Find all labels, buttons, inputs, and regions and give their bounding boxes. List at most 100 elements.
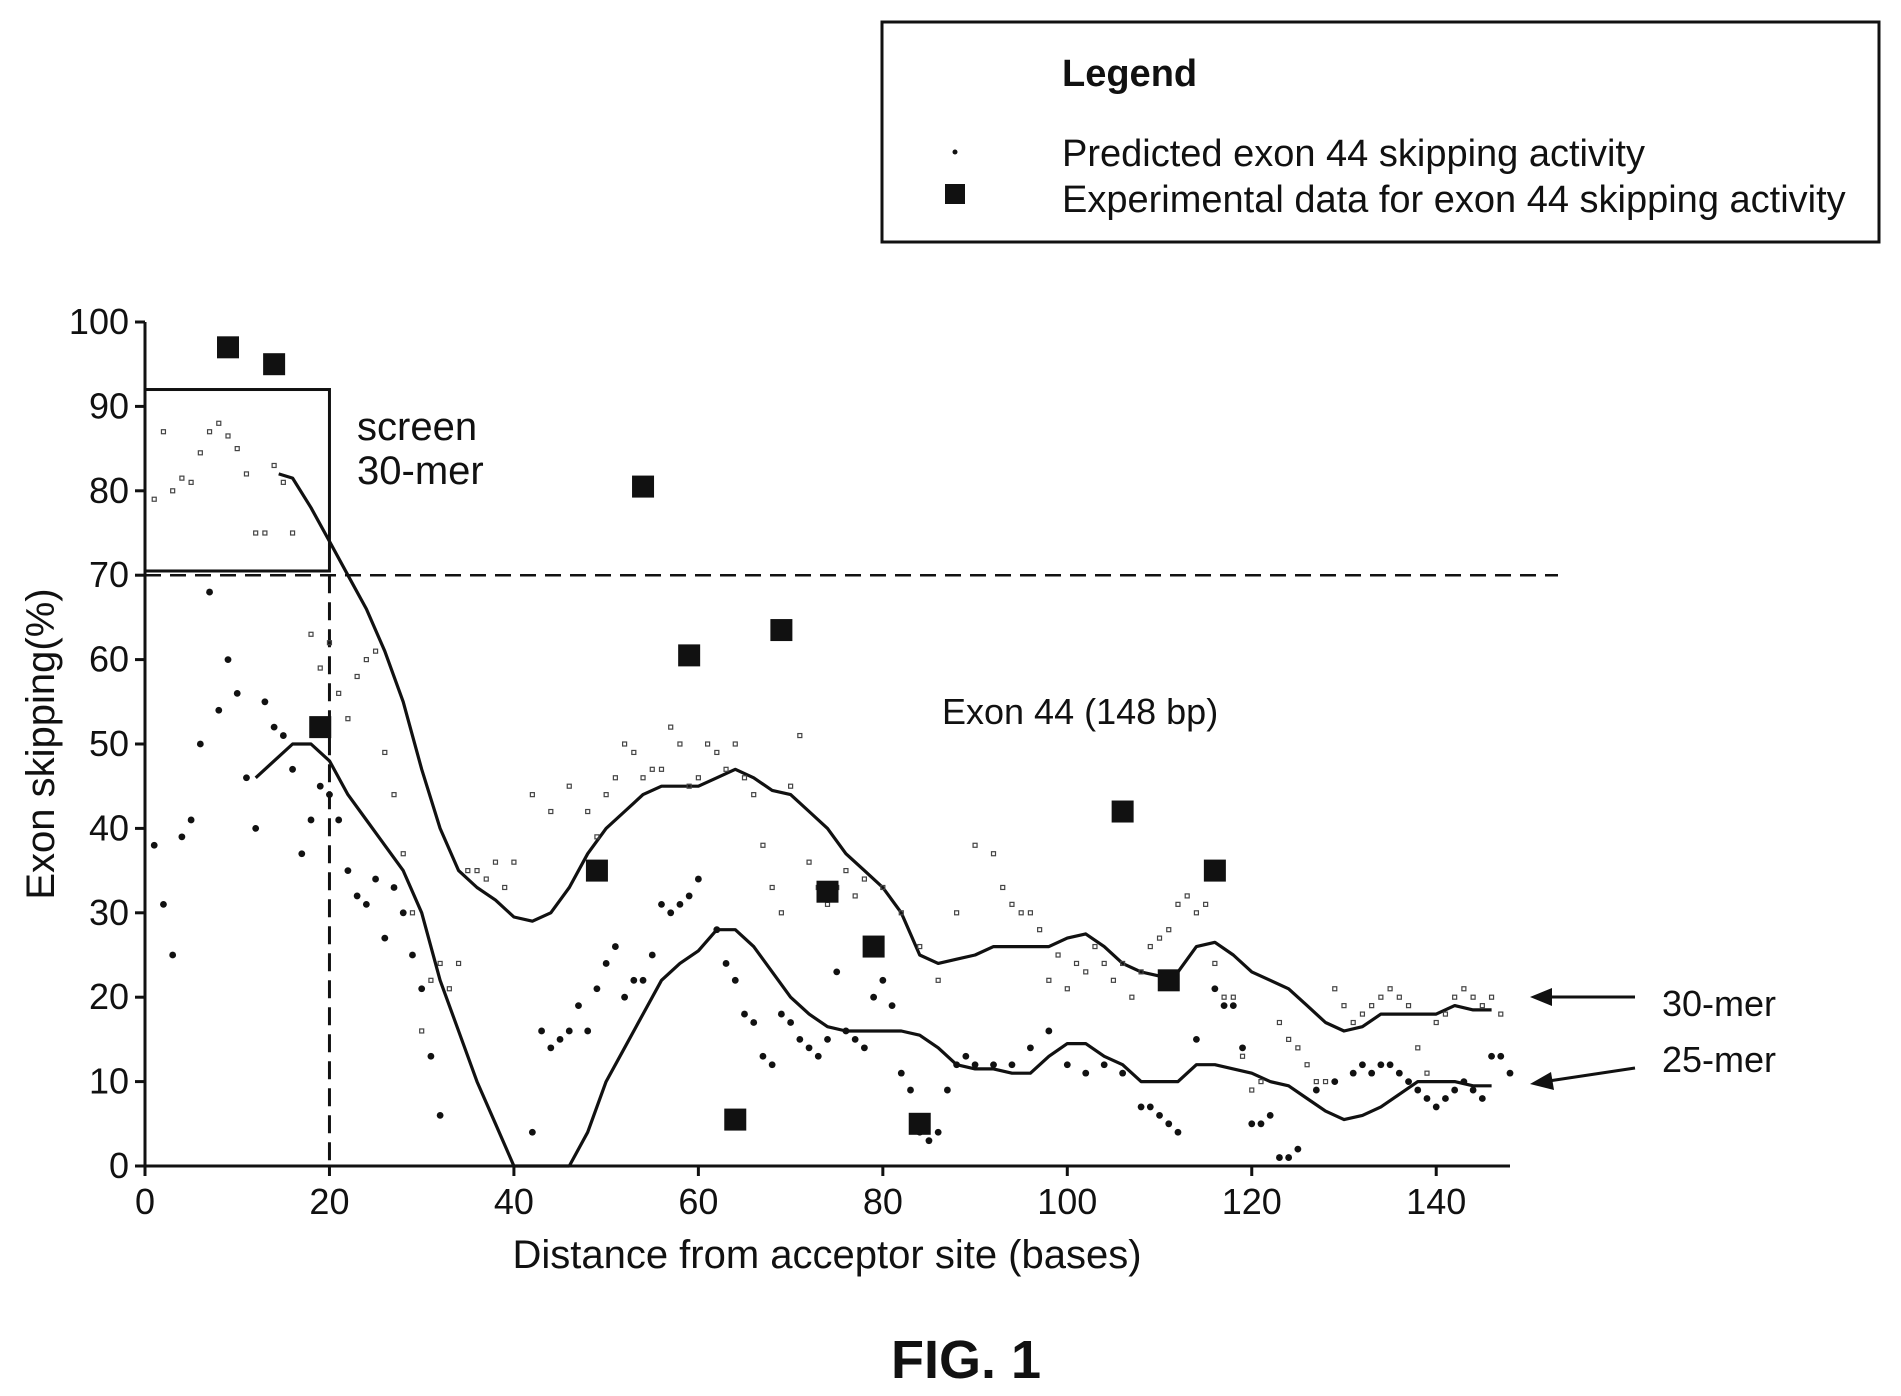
y-tick-label: 20	[89, 976, 129, 1017]
experimental-point	[309, 716, 332, 739]
predicted-25mer-point	[233, 689, 241, 697]
predicted-25mer-point	[796, 1036, 804, 1043]
predicted-30mer-point	[1442, 1011, 1449, 1017]
predicted-30mer-point	[1027, 910, 1034, 916]
predicted-25mer-point	[722, 960, 730, 967]
screen-label-line2: 30-mer	[357, 449, 484, 493]
experimental-point	[632, 475, 655, 498]
predicted-25mer-point	[1497, 1052, 1505, 1060]
predicted-30mer-point	[705, 741, 711, 747]
predicted-30mer-point	[419, 1028, 425, 1034]
predicted-30mer-point	[1276, 1019, 1283, 1026]
predicted-25mer-point	[685, 892, 693, 900]
predicted-25mer-point	[814, 1052, 822, 1060]
predicted-25mer-point	[261, 698, 269, 706]
predicted-30mer-point	[658, 766, 665, 772]
predicted-25mer-point	[860, 1044, 868, 1052]
predicted-30mer-point	[502, 884, 508, 891]
predicted-30mer-point	[751, 792, 757, 798]
predicted-25mer-point	[971, 1061, 979, 1069]
predicted-25mer-point	[353, 892, 361, 900]
predicted-25mer-point	[851, 1036, 859, 1043]
predicted-30mer-point	[465, 867, 471, 874]
predicted-30mer-point	[649, 766, 655, 772]
experimental-point	[217, 336, 240, 359]
predicted-25mer-point	[1266, 1111, 1274, 1119]
x-tick-label: 140	[1406, 1181, 1466, 1222]
arrow-25mer-label: 25-mer	[1662, 1039, 1776, 1080]
predicted-30mer-point	[1000, 884, 1006, 891]
predicted-25mer-point	[1488, 1052, 1495, 1060]
predicted-30mer-point	[1295, 1045, 1301, 1051]
predicted-30mer-point	[621, 741, 628, 747]
predicted-30mer-point	[695, 775, 701, 781]
predicted-25mer-point	[1368, 1069, 1376, 1077]
predicted-25mer-point	[169, 951, 177, 959]
curve-25-mer	[254, 742, 1492, 1168]
predicted-25mer-point	[639, 976, 647, 984]
predicted-30mer-point	[1498, 1011, 1504, 1017]
predicted-30mer-point	[1203, 901, 1209, 907]
predicted-30mer-point	[216, 420, 222, 426]
predicted-25mer-point	[676, 900, 684, 908]
predicted-25mer-point	[1174, 1128, 1182, 1136]
predicted-25mer-point	[787, 1019, 795, 1026]
predicted-30mer-point	[1286, 1036, 1292, 1043]
predicted-30mer-point	[1304, 1062, 1310, 1068]
predicted-25mer-point	[1100, 1061, 1108, 1069]
predicted-30mer-point	[529, 792, 535, 798]
experimental-point	[770, 619, 793, 642]
arrow-25mer	[1530, 1066, 1636, 1090]
predicted-30mer-point	[1359, 1011, 1366, 1017]
predicted-25mer-point	[289, 765, 296, 773]
predicted-30mer-point	[723, 766, 729, 772]
predicted-30mer-point	[243, 471, 250, 477]
predicted-30mer-point	[262, 530, 268, 536]
y-tick-label: 50	[89, 723, 129, 764]
predicted-25mer-point	[1082, 1069, 1090, 1077]
predicted-30mer-point	[861, 876, 867, 882]
exon-label: Exon 44 (148 bp)	[942, 691, 1218, 732]
predicted-25mer-point	[759, 1052, 767, 1060]
predicted-25mer-point	[528, 1128, 536, 1136]
predicted-30mer-point	[769, 884, 775, 891]
predicted-25mer-point	[390, 884, 398, 891]
predicted-30mer-point	[677, 741, 683, 747]
predicted-30mer-point	[1221, 994, 1227, 1000]
predicted-25mer-point	[1027, 1044, 1034, 1052]
predicted-25mer-point	[667, 909, 675, 917]
predicted-25mer-point	[538, 1027, 545, 1035]
y-tick-label: 70	[89, 554, 129, 595]
predicted-25mer-point	[436, 1111, 444, 1119]
predicted-25mer-point	[943, 1086, 951, 1094]
x-tick-label: 100	[1037, 1181, 1097, 1222]
y-tick-label: 80	[89, 470, 129, 511]
predicted-30mer-point	[954, 910, 960, 916]
predicted-30mer-point	[170, 488, 176, 494]
predicted-30mer-point	[317, 665, 323, 671]
predicted-25mer-point	[768, 1061, 776, 1069]
predicted-25mer-point	[648, 951, 656, 959]
predicted-25mer-point	[1506, 1069, 1514, 1077]
predicted-25mer-point	[362, 900, 370, 908]
predicted-25mer-point	[1442, 1095, 1449, 1102]
predicted-30mer-point	[492, 859, 499, 865]
predicted-30mer-point	[151, 496, 157, 502]
predicted-30mer-point	[391, 792, 397, 798]
predicted-25mer-point	[694, 875, 702, 883]
predicted-30mer-point	[1009, 901, 1015, 907]
predicted-30mer-point	[714, 749, 720, 756]
predicted-30mer-point	[990, 851, 997, 857]
predicted-25mer-point	[907, 1086, 914, 1094]
predicted-25mer-point	[399, 909, 407, 917]
predicted-30mer-point	[1110, 977, 1117, 983]
predicted-25mer-point	[556, 1036, 564, 1043]
predicted-25mer-point	[187, 816, 195, 824]
predicted-25mer-point	[1248, 1120, 1256, 1128]
predicted-30mer-point	[1378, 994, 1384, 1000]
arrow-30mer	[1530, 988, 1635, 1006]
predicted-25mer-point	[870, 993, 878, 1001]
arrow-30mer-label: 30-mer	[1662, 983, 1776, 1024]
predicted-25mer-point	[1312, 1086, 1320, 1094]
x-tick-label: 60	[678, 1181, 718, 1222]
